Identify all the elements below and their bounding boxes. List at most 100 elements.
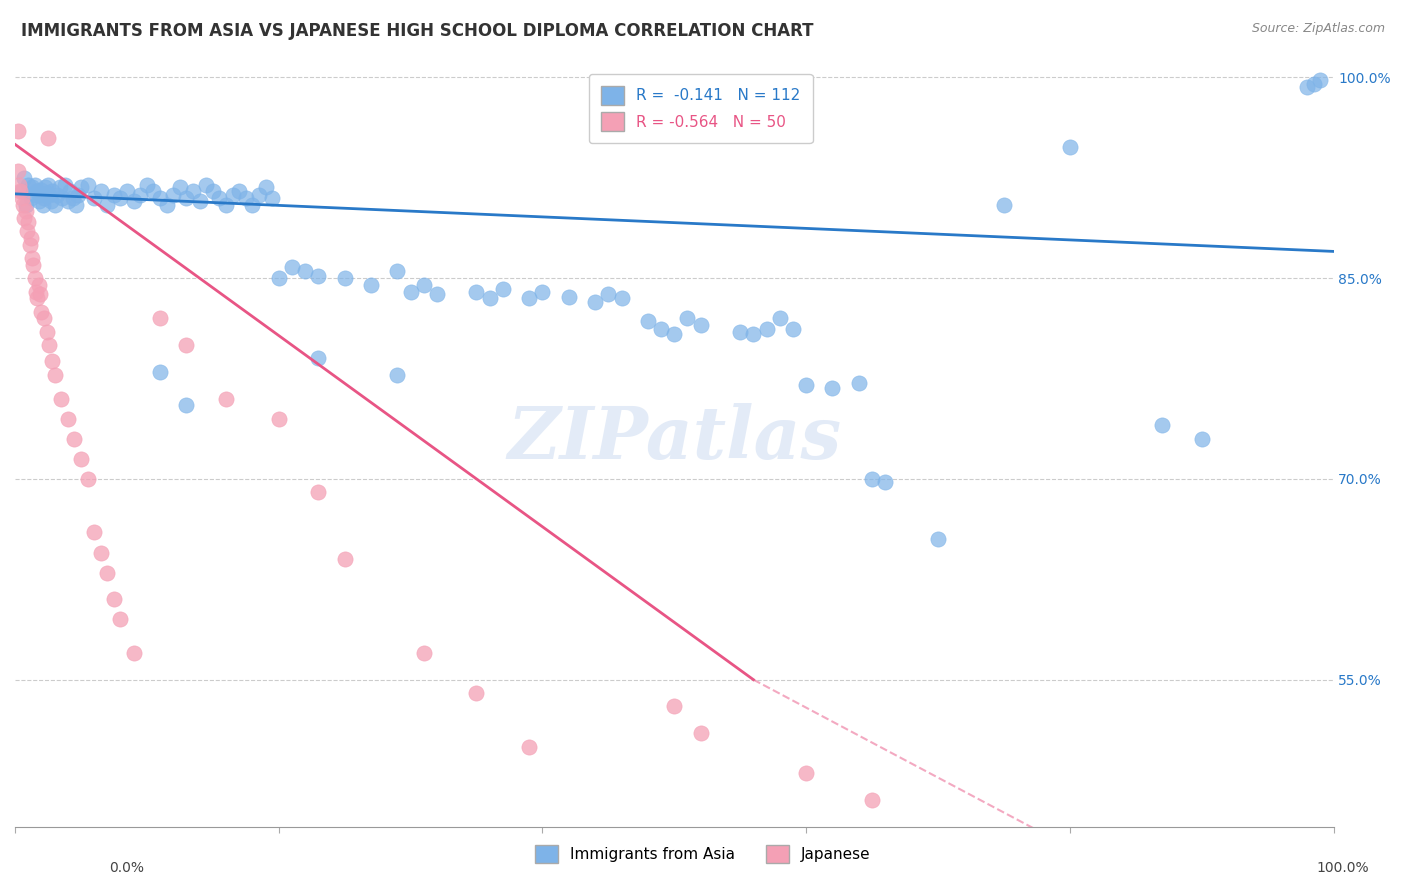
Point (387, 264, 409, 278)
Point (15, 224, 38, 238)
Point (149, 191, 172, 205)
Point (162, 188, 184, 202)
Point (664, 327, 686, 342)
Point (17, 215, 39, 229)
Point (25, 285, 48, 299)
Point (32, 191, 55, 205)
Point (65, 197, 87, 211)
Point (21, 180, 44, 194)
Point (96, 566, 118, 580)
Point (83, 525, 105, 540)
Point (14, 204, 37, 219)
Point (59, 184, 82, 198)
Point (62, 191, 84, 205)
Point (46, 188, 69, 202)
Point (360, 277, 382, 292)
Point (13, 211, 35, 225)
Point (728, 325, 751, 339)
Point (598, 287, 620, 301)
Point (240, 197, 263, 211)
Point (169, 180, 191, 194)
Point (38, 338, 60, 352)
Point (24, 271, 46, 285)
Point (1152, 418, 1174, 433)
Point (7, 178, 30, 192)
Point (610, 291, 633, 305)
Point (689, 318, 711, 332)
Point (27, 184, 49, 198)
Point (181, 184, 204, 198)
Point (1059, 140, 1081, 154)
Point (492, 282, 515, 296)
Point (531, 285, 554, 299)
Point (478, 291, 501, 305)
Point (142, 184, 165, 198)
Point (558, 290, 581, 304)
Point (176, 338, 198, 352)
Point (821, 381, 844, 395)
Point (769, 311, 792, 326)
Point (32, 311, 55, 326)
Text: ZIPatlas: ZIPatlas (508, 403, 841, 475)
Point (848, 376, 870, 390)
Point (254, 180, 277, 194)
Point (387, 368, 409, 382)
Legend: R =  -0.141   N = 112, R = -0.564   N = 50: R = -0.141 N = 112, R = -0.564 N = 50 (589, 74, 813, 144)
Point (650, 322, 672, 336)
Point (21, 251, 44, 265)
Point (96, 197, 118, 211)
Point (517, 739, 540, 754)
Point (742, 327, 765, 342)
Point (90, 545, 112, 559)
Point (8, 184, 31, 198)
Point (70, 180, 93, 194)
Point (676, 311, 699, 326)
Point (49, 180, 72, 194)
Point (39, 194, 62, 208)
Point (129, 188, 152, 202)
Point (281, 260, 304, 275)
Point (333, 271, 356, 285)
Point (76, 472, 98, 486)
Point (56, 194, 79, 208)
Point (115, 184, 138, 198)
Point (70, 451, 93, 466)
Point (215, 392, 238, 406)
Point (267, 271, 290, 285)
Point (30, 183, 52, 197)
Point (465, 285, 488, 299)
Point (267, 411, 290, 425)
Point (51, 191, 73, 205)
Point (110, 191, 132, 205)
Point (307, 268, 329, 283)
Point (20, 231, 42, 245)
Point (307, 485, 329, 500)
Point (7, 124, 30, 138)
Point (11, 197, 34, 211)
Point (44, 197, 66, 211)
Text: IMMIGRANTS FROM ASIA VS JAPANESE HIGH SCHOOL DIPLOMA CORRELATION CHART: IMMIGRANTS FROM ASIA VS JAPANESE HIGH SC… (21, 22, 814, 40)
Point (689, 726, 711, 740)
Point (927, 532, 949, 546)
Point (664, 699, 686, 714)
Point (247, 188, 270, 202)
Point (156, 197, 179, 211)
Point (25, 188, 48, 202)
Point (41, 184, 63, 198)
Point (294, 264, 316, 278)
Point (1302, 77, 1324, 91)
Point (201, 184, 224, 198)
Point (103, 188, 125, 202)
Point (10, 184, 32, 198)
Point (63, 432, 86, 446)
Point (307, 351, 329, 366)
Point (27, 291, 49, 305)
Point (208, 191, 231, 205)
Point (1296, 79, 1319, 94)
Point (122, 194, 145, 208)
Point (135, 178, 157, 192)
Point (782, 322, 804, 336)
Point (53, 178, 76, 192)
Point (20, 191, 42, 205)
Point (35, 325, 58, 339)
